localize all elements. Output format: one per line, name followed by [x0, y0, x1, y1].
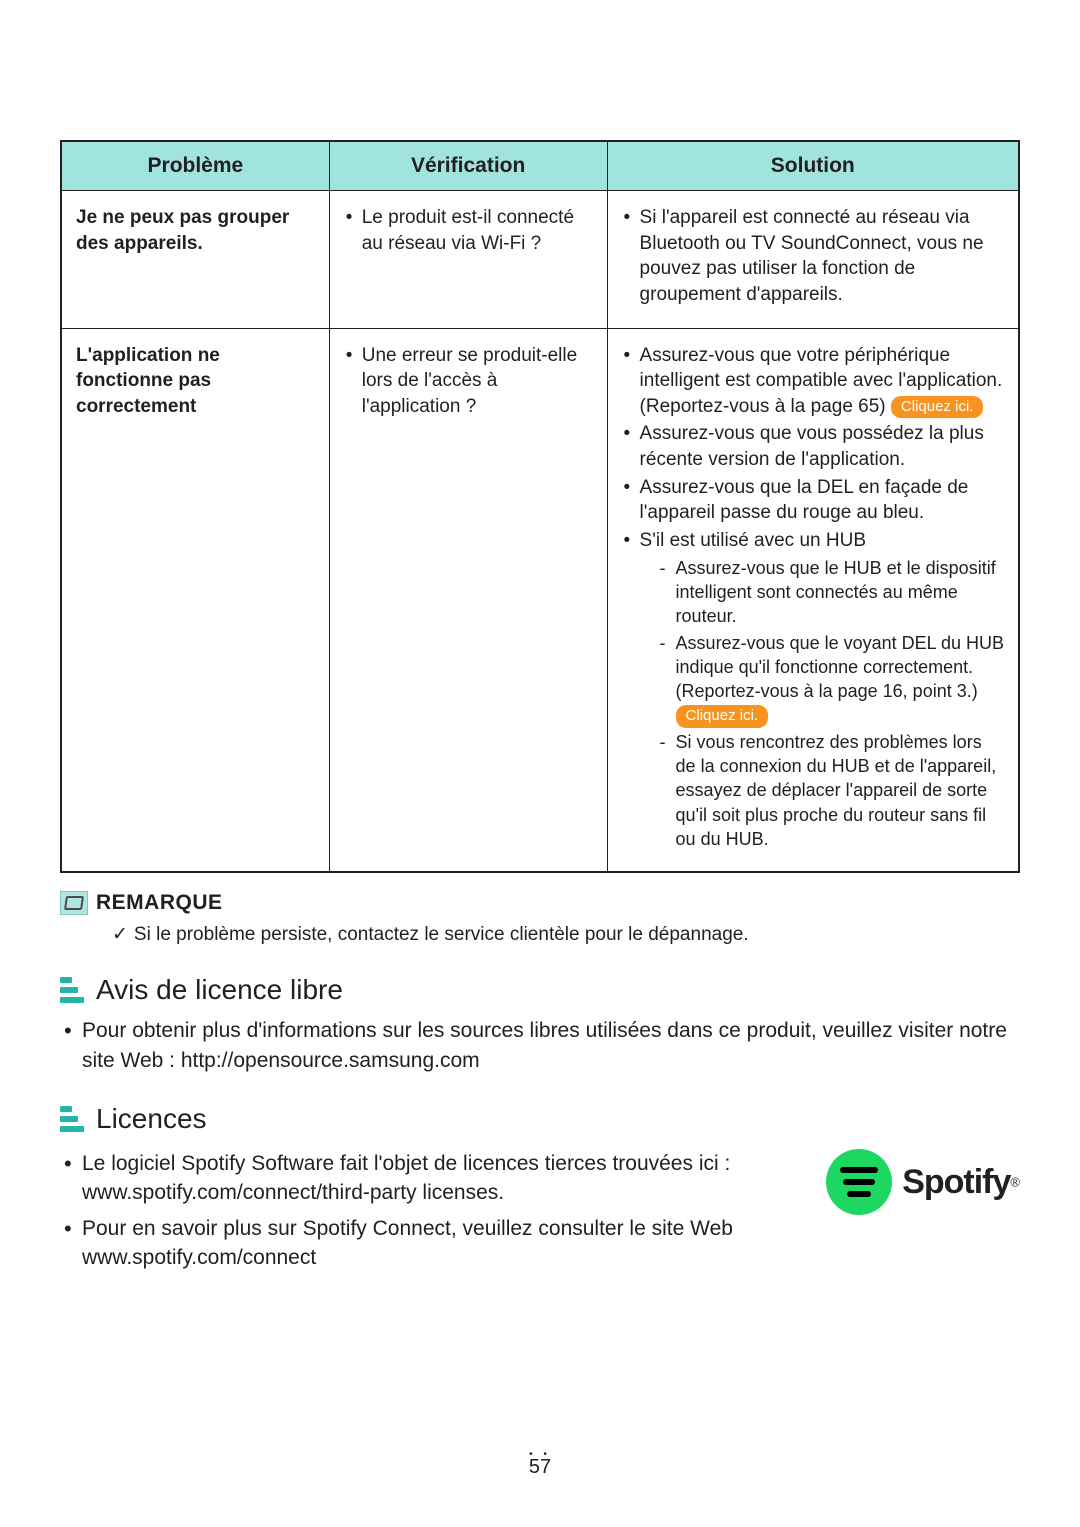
remark-block: REMARQUE ✓ Si le problème persiste, conta… — [60, 891, 1020, 946]
note-icon — [60, 891, 88, 915]
list-item: Pour obtenir plus d'informations sur les… — [60, 1016, 1020, 1075]
list-item: Assurez-vous que la DEL en façade de l'a… — [622, 475, 1006, 526]
troubleshoot-table: Problème Vérification Solution Je ne peu… — [60, 140, 1020, 873]
table-row: Je ne peux pas grouper des appareils. Le… — [61, 191, 1019, 329]
list-item: Si l'appareil est connecté au réseau via… — [622, 205, 1006, 308]
solution-text: S'il est utilisé avec un HUB — [640, 530, 866, 551]
check-icon: ✓ — [112, 924, 128, 945]
cell-solution: Si l'appareil est connecté au réseau via… — [607, 191, 1019, 329]
cell-verification: Une erreur se produit-elle lors de l'acc… — [329, 328, 607, 872]
solution-text: Assurez-vous que le voyant DEL du HUB in… — [676, 633, 1005, 702]
list-item: Si vous rencontrez des problèmes lors de… — [660, 730, 1006, 851]
page-number-value: 57 — [529, 1456, 551, 1478]
spotify-wordmark: Spotify — [902, 1163, 1010, 1201]
licences-list: Le logiciel Spotify Software fait l'obje… — [60, 1149, 796, 1273]
link-button[interactable]: Cliquez ici. — [891, 396, 984, 418]
list-item: Assurez-vous que le voyant DEL du HUB in… — [660, 631, 1006, 728]
avis-list: Pour obtenir plus d'informations sur les… — [60, 1016, 1020, 1075]
link-button[interactable]: Cliquez ici. — [676, 705, 769, 727]
remark-body: ✓ Si le problème persiste, contactez le s… — [60, 923, 1020, 946]
list-item: Assurez-vous que vous possédez la plus r… — [622, 421, 1006, 472]
list-item: Assurez-vous que le HUB et le dispositif… — [660, 556, 1006, 629]
spotify-icon — [826, 1149, 892, 1215]
registered-mark: ® — [1010, 1174, 1020, 1189]
section-licences-head: Licences — [60, 1103, 1020, 1135]
list-item: Le produit est-il connecté au réseau via… — [344, 205, 595, 256]
remark-title: REMARQUE — [96, 891, 223, 915]
bars-icon — [60, 977, 86, 1003]
cell-verification: Le produit est-il connecté au réseau via… — [329, 191, 607, 329]
section-avis-head: Avis de licence libre — [60, 974, 1020, 1006]
list-item: Assurez-vous que votre périphérique inte… — [622, 343, 1006, 420]
cell-problem: Je ne peux pas grouper des appareils. — [61, 191, 329, 329]
col-header-solution: Solution — [607, 141, 1019, 191]
bars-icon — [60, 1106, 86, 1132]
section-title: Licences — [96, 1103, 207, 1135]
list-item: S'il est utilisé avec un HUB Assurez-vou… — [622, 528, 1006, 851]
table-row: L'application ne fonctionne pas correcte… — [61, 328, 1019, 872]
cell-problem: L'application ne fonctionne pas correcte… — [61, 328, 329, 872]
list-item: Une erreur se produit-elle lors de l'acc… — [344, 343, 595, 420]
list-item: Le logiciel Spotify Software fait l'obje… — [60, 1149, 796, 1208]
col-header-problem: Problème — [61, 141, 329, 191]
cell-solution: Assurez-vous que votre périphérique inte… — [607, 328, 1019, 872]
page-number: • • 57 — [0, 1449, 1080, 1479]
remark-text: Si le problème persiste, contactez le se… — [134, 924, 749, 945]
spotify-logo: Spotify® — [826, 1149, 1020, 1215]
list-item: Pour en savoir plus sur Spotify Connect,… — [60, 1214, 796, 1273]
col-header-verification: Vérification — [329, 141, 607, 191]
section-title: Avis de licence libre — [96, 974, 343, 1006]
